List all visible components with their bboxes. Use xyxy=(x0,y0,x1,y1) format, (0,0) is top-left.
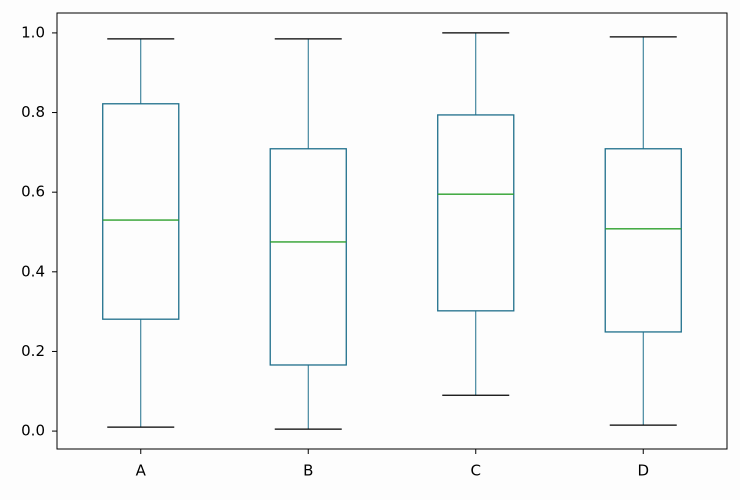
y-tick-label: 1.0 xyxy=(21,23,45,41)
x-tick-label: B xyxy=(303,462,313,480)
box xyxy=(102,103,180,320)
box xyxy=(437,114,515,312)
x-tick-label: A xyxy=(136,462,147,480)
y-tick-label: 0.6 xyxy=(21,183,45,201)
x-tick-label: C xyxy=(471,462,481,480)
box xyxy=(604,148,682,333)
y-tick-label: 0.8 xyxy=(21,103,45,121)
plot-frame xyxy=(56,12,728,450)
x-tick-label: D xyxy=(637,462,649,480)
box xyxy=(269,148,347,366)
y-tick-label: 0.2 xyxy=(21,342,45,360)
y-tick-label: 0.4 xyxy=(21,262,45,280)
y-tick-label: 0.0 xyxy=(21,422,45,440)
